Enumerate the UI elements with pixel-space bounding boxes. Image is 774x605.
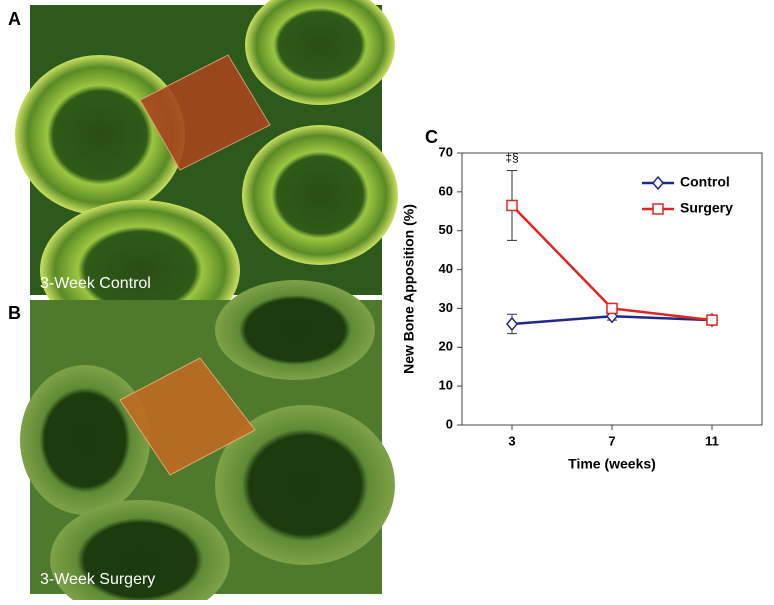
image-caption: 3-Week Control — [40, 275, 151, 292]
marker — [506, 199, 518, 212]
y-tick-label: 50 — [439, 222, 453, 237]
panel-label: C — [425, 127, 438, 147]
micrograph-b — [20, 280, 395, 605]
legend-label: Surgery — [680, 200, 733, 216]
x-tick-label: 7 — [608, 433, 615, 448]
plot-frame — [461, 152, 763, 426]
micrograph-a — [15, 0, 398, 340]
x-axis-label: Time (weeks) — [568, 456, 656, 472]
marker — [506, 316, 518, 332]
marker — [706, 314, 718, 326]
legend-label: Control — [680, 174, 730, 190]
y-tick-label: 0 — [446, 416, 453, 431]
x-tick-label: 3 — [508, 433, 515, 448]
y-tick-label: 30 — [439, 300, 453, 315]
y-tick-label: 60 — [439, 183, 453, 198]
annotation: ‡§ — [505, 151, 518, 165]
marker — [606, 302, 618, 315]
x-tick-label: 11 — [705, 433, 719, 448]
y-axis-label: New Bone Apposition (%) — [401, 204, 417, 374]
y-tick-label: 40 — [439, 261, 453, 276]
y-tick-label: 70 — [439, 144, 453, 159]
panel-label: A — [8, 9, 21, 29]
y-tick-label: 10 — [439, 378, 453, 393]
legend-marker — [652, 175, 664, 191]
panel-label: B — [8, 303, 21, 323]
image-caption: 3-Week Surgery — [40, 571, 155, 588]
y-tick-label: 20 — [439, 339, 453, 354]
legend-marker — [652, 203, 664, 215]
